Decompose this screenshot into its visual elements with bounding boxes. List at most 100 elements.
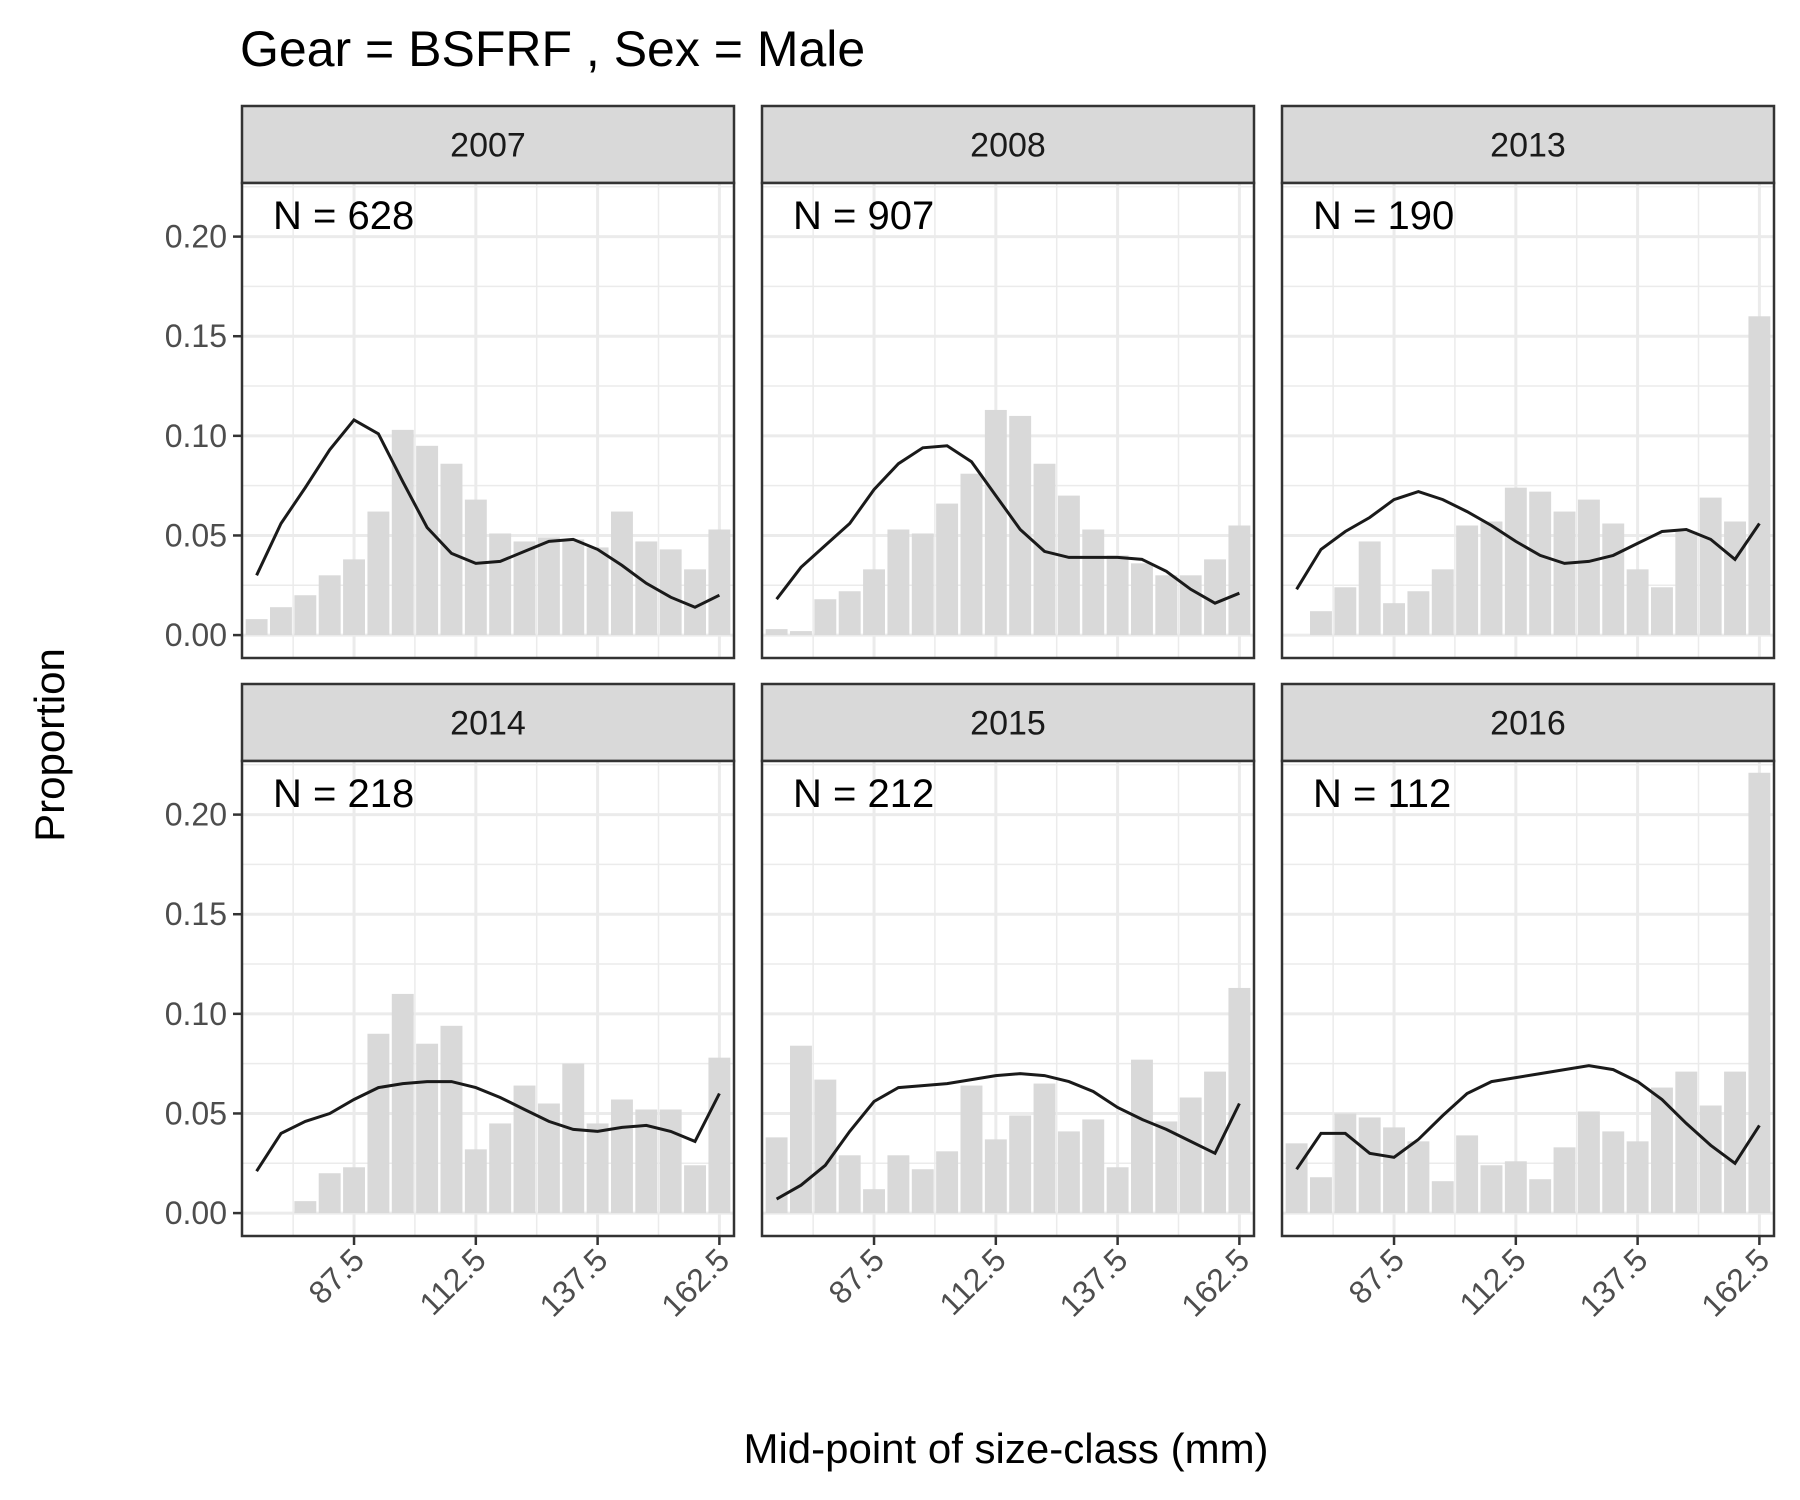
bar-observed bbox=[1724, 1071, 1746, 1214]
bar-observed bbox=[1748, 316, 1771, 636]
bar-observed bbox=[984, 409, 1007, 636]
bar-observed bbox=[513, 541, 536, 636]
x-tick-label: 162.5 bbox=[1174, 1241, 1256, 1323]
bar-observed bbox=[1407, 1141, 1430, 1214]
bar-observed bbox=[586, 547, 609, 636]
line-predicted bbox=[255, 417, 721, 609]
bar-observed bbox=[1106, 1167, 1129, 1214]
bar-observed bbox=[586, 1123, 609, 1214]
bar-observed bbox=[1310, 1177, 1332, 1214]
y-tick-label: 0.20 bbox=[165, 219, 227, 255]
x-tick-label: 112.5 bbox=[1452, 1241, 1532, 1321]
bar-observed bbox=[1310, 611, 1332, 636]
sample-size-label: N = 218 bbox=[273, 772, 414, 816]
bar-observed bbox=[863, 569, 885, 636]
bar-observed bbox=[1651, 587, 1673, 636]
bar-observed bbox=[367, 511, 390, 636]
x-tick-label: 137.5 bbox=[1052, 1241, 1134, 1323]
bar-observed bbox=[1383, 603, 1405, 636]
bar-observed bbox=[635, 1109, 658, 1214]
x-axis-title: Mid-point of size-class (mm) bbox=[743, 1425, 1268, 1472]
bar-observed bbox=[489, 533, 512, 636]
bar-observed bbox=[635, 541, 658, 636]
panel-border bbox=[1280, 181, 1776, 660]
bar-observed bbox=[1602, 1131, 1625, 1214]
bar-observed bbox=[1480, 1165, 1503, 1214]
bar-observed bbox=[684, 569, 706, 636]
facet-strip-label: 2016 bbox=[1490, 705, 1566, 743]
bar-observed bbox=[1553, 511, 1576, 636]
bar-observed bbox=[1456, 1135, 1479, 1214]
panel-border bbox=[760, 181, 1256, 660]
facet-panel-2007: 2007 N = 628 0.00 0.05 0.10 0.15 0.20 bbox=[165, 104, 736, 660]
bar-observed bbox=[1724, 521, 1746, 636]
bar-observed bbox=[1179, 575, 1202, 636]
bar-observed bbox=[1577, 1111, 1600, 1214]
facet-panel-2015: 2015 N = 212 87.5 112.5 137.5 162.5 bbox=[760, 682, 1256, 1324]
line-predicted bbox=[775, 1072, 1241, 1201]
bar-observed bbox=[984, 1139, 1007, 1214]
x-tick-label: 87.5 bbox=[301, 1241, 370, 1310]
bar-observed bbox=[318, 575, 341, 636]
bar-observed bbox=[318, 1173, 341, 1214]
panel-border bbox=[240, 181, 736, 660]
bar-observed bbox=[440, 1025, 463, 1214]
facet-panel-2016: 2016 N = 112 87.5 112.5 137.5 162.5 bbox=[1280, 682, 1776, 1324]
y-tick-label: 0.00 bbox=[165, 617, 227, 653]
x-tick-label: 112.5 bbox=[412, 1241, 492, 1321]
bar-observed bbox=[294, 595, 317, 636]
x-tick-label: 137.5 bbox=[1572, 1241, 1654, 1323]
bar-observed bbox=[1082, 529, 1105, 636]
bar-observed bbox=[1383, 1127, 1405, 1214]
bar-observed bbox=[562, 1063, 585, 1214]
y-tick-label: 0.15 bbox=[165, 896, 227, 932]
bar-observed bbox=[960, 473, 983, 636]
bar-observed bbox=[1204, 1071, 1226, 1214]
facet-panel-2014: 2014 N = 218 0.00 0.05 0.10 0.15 0.20 87.5 112.5… bbox=[165, 682, 736, 1324]
bar-observed bbox=[1358, 541, 1381, 636]
y-tick-label: 0.05 bbox=[165, 517, 227, 553]
bar-observed bbox=[1228, 525, 1251, 636]
facet-panel-2013: 2013 N = 190 bbox=[1280, 104, 1776, 660]
y-tick-label: 0.20 bbox=[165, 797, 227, 833]
panel-border bbox=[1280, 759, 1776, 1238]
y-tick-label: 0.10 bbox=[165, 418, 227, 454]
bar-observed bbox=[1626, 569, 1649, 636]
bar-observed bbox=[1082, 1119, 1105, 1214]
line-predicted bbox=[1295, 1064, 1761, 1171]
facet-strip-label: 2014 bbox=[450, 705, 526, 743]
bar-observed bbox=[416, 1043, 439, 1214]
bar-observed bbox=[1651, 1087, 1673, 1214]
bar-observed bbox=[1699, 497, 1722, 636]
sample-size-label: N = 112 bbox=[1313, 772, 1451, 816]
bar-observed bbox=[1179, 1097, 1202, 1214]
x-tick-label: 137.5 bbox=[532, 1241, 614, 1323]
bar-observed bbox=[1553, 1147, 1576, 1214]
bar-observed bbox=[1057, 1131, 1080, 1214]
bar-observed bbox=[790, 631, 812, 636]
bar-observed bbox=[270, 607, 292, 636]
bar-observed bbox=[343, 559, 365, 636]
bar-observed bbox=[367, 1033, 390, 1214]
bar-observed bbox=[708, 529, 731, 636]
facet-strip-label: 2007 bbox=[450, 127, 526, 165]
bar-observed bbox=[911, 1169, 934, 1214]
bar-observed bbox=[1057, 495, 1080, 636]
bar-observed bbox=[513, 1085, 536, 1214]
bar-observed bbox=[1529, 491, 1552, 636]
bar-observed bbox=[790, 1045, 812, 1214]
facet-panels: 2007 N = 628 0.00 0.05 0.10 0.15 0.20 2008 N = 9… bbox=[165, 104, 1776, 1324]
facet-strip bbox=[760, 104, 1256, 185]
x-tick-label: 87.5 bbox=[1341, 1241, 1410, 1310]
line-predicted bbox=[1295, 490, 1761, 591]
sample-size-label: N = 907 bbox=[793, 194, 934, 238]
bar-observed bbox=[1748, 772, 1771, 1214]
bar-observed bbox=[960, 1085, 983, 1214]
bar-observed bbox=[245, 619, 268, 636]
bar-observed bbox=[611, 511, 633, 636]
facet-strip-label: 2008 bbox=[970, 127, 1046, 165]
bar-observed bbox=[1699, 1105, 1722, 1214]
bar-observed bbox=[1106, 555, 1129, 636]
bar-observed bbox=[1285, 1143, 1308, 1214]
